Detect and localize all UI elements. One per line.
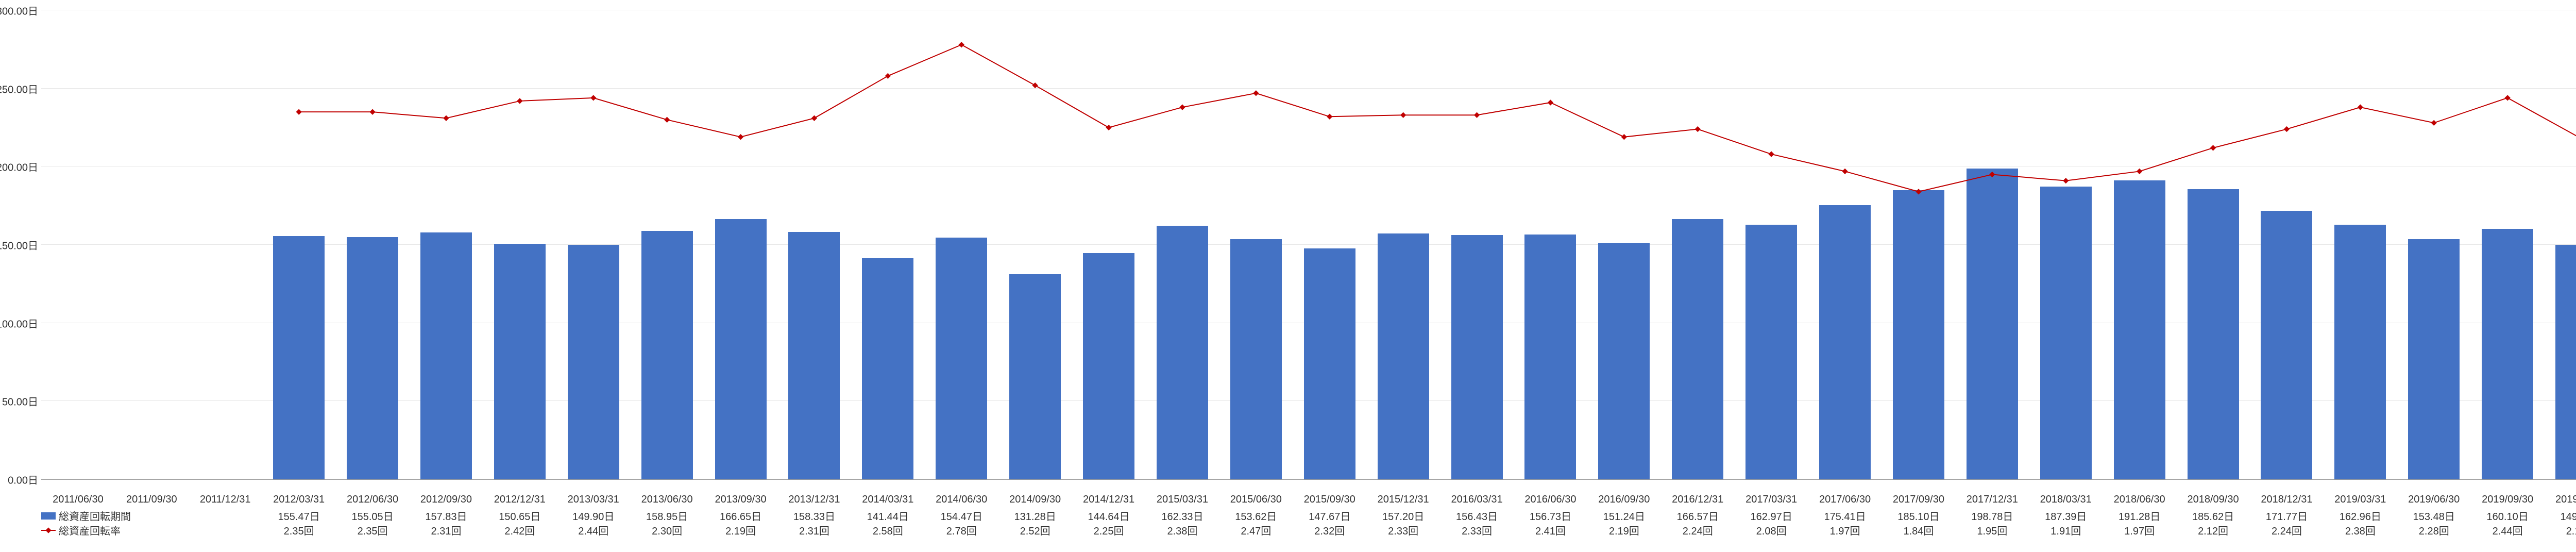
line-marker (885, 73, 891, 79)
line-marker (1768, 151, 1774, 157)
line-value-label: 2.42回 (504, 479, 535, 538)
line-marker (1474, 112, 1480, 118)
legend-bar-swatch (41, 512, 56, 520)
line-marker (296, 109, 301, 115)
y-left-tick: 200.00日 (0, 159, 38, 174)
y-left-tick: 100.00日 (0, 315, 38, 330)
y-left-tick: 300.00日 (0, 3, 38, 18)
category-label: 2011/12/31 (200, 479, 251, 506)
line-marker (443, 115, 449, 121)
category-label: 2011/09/30 (126, 479, 177, 506)
line-marker (1253, 90, 1259, 96)
line-value-label: 2.47回 (1241, 479, 1271, 538)
line-marker (2137, 169, 2142, 174)
legend-line-swatch (41, 530, 56, 531)
line-marker (1842, 169, 1848, 174)
line-marker (1695, 126, 1701, 132)
line-marker (1400, 112, 1406, 118)
legend-bar-label: 総資産回転期間 (59, 508, 131, 523)
line-marker (1106, 125, 1111, 130)
line-value-label: 2.24回 (2272, 479, 2302, 538)
line-marker (517, 98, 522, 104)
line-value-label: 2.35回 (284, 479, 314, 538)
y-left-tick: 150.00日 (0, 238, 38, 253)
line-marker (1621, 134, 1627, 140)
line-value-label: 2.78回 (946, 479, 977, 538)
line-value-label: 2.19回 (725, 479, 756, 538)
plot-area: 0.00日0.00回50.00日0.50回100.00日1.00回150.00日… (41, 10, 2576, 480)
line-marker (664, 117, 670, 123)
line-value-label: 2.31回 (431, 479, 461, 538)
line-value-label: 1.91回 (2050, 479, 2081, 538)
line-marker (2431, 120, 2437, 126)
line-value-label: 2.44回 (2493, 479, 2523, 538)
line-value-label: 2.28回 (2419, 479, 2449, 538)
line-value-label: 2.19回 (1609, 479, 1639, 538)
line-value-label: 2.25回 (1094, 479, 1124, 538)
line-value-label: 2.44回 (578, 479, 608, 538)
line-value-label: 2.18回 (2566, 479, 2576, 538)
line-marker (2210, 145, 2216, 150)
category-label: 2011/06/30 (53, 479, 104, 506)
line-marker (1989, 172, 1995, 177)
line-value-label: 2.38回 (1167, 479, 1197, 538)
line-series (41, 10, 2576, 479)
line-value-label: 2.33回 (1462, 479, 1492, 538)
line-marker (2063, 178, 2069, 183)
line-value-label: 2.31回 (799, 479, 829, 538)
line-value-label: 2.52回 (1020, 479, 1050, 538)
line-marker (590, 95, 596, 101)
line-value-label: 2.24回 (1683, 479, 1713, 538)
line-value-label: 2.32回 (1314, 479, 1345, 538)
line-value-label: 2.12回 (2198, 479, 2228, 538)
line-path (299, 45, 2576, 270)
y-left-tick: 250.00日 (0, 81, 38, 96)
line-marker (1916, 189, 1921, 194)
line-marker (2358, 104, 2363, 110)
line-value-label: 2.41回 (1535, 479, 1566, 538)
line-value-label: 1.97回 (1830, 479, 1860, 538)
line-marker (2504, 95, 2510, 101)
line-value-label: 1.84回 (1903, 479, 1934, 538)
line-marker (1548, 99, 1553, 105)
line-value-label: 2.30回 (652, 479, 682, 538)
line-value-label: 2.35回 (358, 479, 388, 538)
line-value-label: 2.58回 (873, 479, 903, 538)
line-value-label: 1.95回 (1977, 479, 2007, 538)
line-value-label: 2.33回 (1388, 479, 1418, 538)
y-left-tick: 0.00日 (8, 472, 38, 487)
line-marker (369, 109, 375, 115)
line-value-label: 2.08回 (1756, 479, 1787, 538)
legend-row-bar: 総資産回転期間 (41, 508, 131, 523)
legend-line-label: 総資産回転率 (59, 523, 121, 538)
line-marker (959, 42, 964, 47)
line-value-label: 1.97回 (2124, 479, 2155, 538)
line-value-label: 2.38回 (2345, 479, 2376, 538)
legend-row-line: 総資産回転率 (41, 523, 121, 538)
line-marker (1032, 82, 1038, 88)
line-marker (1327, 114, 1332, 120)
line-marker (811, 115, 817, 121)
line-marker (2284, 126, 2290, 132)
line-marker (738, 134, 743, 140)
chart-container: 0.00日0.00回50.00日0.50回100.00日1.00回150.00日… (0, 0, 2576, 552)
line-marker (1179, 104, 1185, 110)
y-left-tick: 50.00日 (2, 394, 38, 409)
